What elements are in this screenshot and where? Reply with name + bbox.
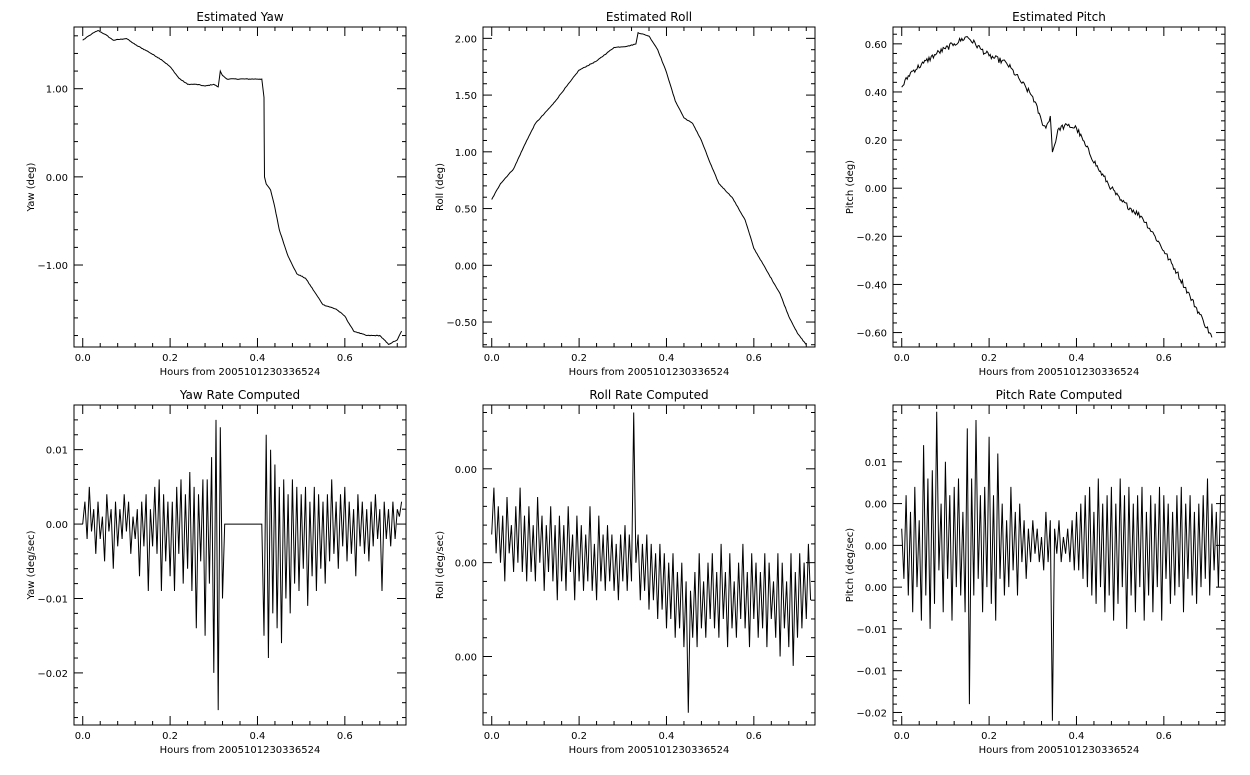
x-tick-label: 0.0 <box>75 731 91 742</box>
series-line <box>491 412 812 713</box>
x-tick-label: 0.6 <box>337 731 353 742</box>
x-tick-label: 0.4 <box>659 731 675 742</box>
y-tick-label: 0.00 <box>46 520 68 531</box>
chart-roll: Estimated Roll Hours from 200510123033652… <box>435 10 816 378</box>
y-tick-label: −0.01 <box>856 667 887 678</box>
y-tick-label: 0.00 <box>865 583 887 594</box>
x-tick-label: 0.2 <box>162 353 178 364</box>
x-axis-label: Hours from 2005101230336524 <box>569 367 730 378</box>
y-tick-label: 1.00 <box>46 85 68 96</box>
y-tick-label: −0.01 <box>37 594 68 605</box>
x-tick-label: 0.2 <box>981 731 997 742</box>
y-tick-label: 0.00 <box>455 652 477 663</box>
y-tick-label: 0.01 <box>46 446 68 457</box>
series-line <box>901 411 1222 721</box>
y-tick-label: 0.00 <box>46 173 68 184</box>
y-tick-label: 0.00 <box>455 559 477 570</box>
y-tick-label: 0.40 <box>865 88 887 99</box>
chart-title: Estimated Roll <box>606 10 692 24</box>
y-axis-label: Yaw (deg) <box>26 162 37 212</box>
x-tick-label: 0.4 <box>250 731 266 742</box>
chart-roll-rate: Roll Rate Computed Hours from 20051012303… <box>435 388 816 756</box>
chart-title: Yaw Rate Computed <box>179 388 300 402</box>
chart-title: Estimated Pitch <box>1012 10 1106 24</box>
x-axis-label: Hours from 2005101230336524 <box>160 745 321 756</box>
series-line <box>82 29 403 345</box>
y-tick-label: −0.60 <box>856 329 887 340</box>
x-tick-label: 0.4 <box>1069 731 1085 742</box>
y-tick-label: −0.40 <box>856 280 887 291</box>
x-tick-label: 0.4 <box>659 353 675 364</box>
y-tick-label: −0.20 <box>856 232 887 243</box>
chart-pitch: Estimated Pitch Hours from 20051012303365… <box>845 10 1226 378</box>
x-tick-label: 0.4 <box>1069 353 1085 364</box>
y-tick-label: −0.01 <box>856 625 887 636</box>
x-tick-label: 0.6 <box>746 731 762 742</box>
x-tick-label: 0.0 <box>484 353 500 364</box>
y-axis-label: Pitch (deg/sec) <box>845 528 856 603</box>
x-axis-label: Hours from 2005101230336524 <box>979 745 1140 756</box>
y-tick-label: −0.02 <box>856 708 887 719</box>
y-tick-label: 0.00 <box>455 261 477 272</box>
chart-title: Estimated Yaw <box>196 10 283 24</box>
chart-yaw-rate: Yaw Rate Computed Hours from 200510123033… <box>26 388 407 756</box>
y-tick-label: 0.50 <box>455 205 477 216</box>
y-tick-label: 0.60 <box>865 40 887 51</box>
y-tick-label: −0.02 <box>37 669 68 680</box>
y-tick-label: 0.01 <box>865 458 887 469</box>
y-tick-label: 0.20 <box>865 136 887 147</box>
y-tick-label: −0.50 <box>446 318 477 329</box>
y-axis-label: Pitch (deg) <box>845 160 856 214</box>
y-tick-label: 0.00 <box>455 465 477 476</box>
chart-pitch-rate: Pitch Rate Computed Hours from 2005101230… <box>845 388 1226 756</box>
y-axis-label: Roll (deg/sec) <box>435 531 446 599</box>
x-tick-label: 0.2 <box>981 353 997 364</box>
series-line <box>901 36 1213 338</box>
x-tick-label: 0.0 <box>484 731 500 742</box>
x-tick-label: 0.2 <box>162 731 178 742</box>
chart-title: Pitch Rate Computed <box>996 388 1123 402</box>
x-tick-label: 0.2 <box>571 731 587 742</box>
x-tick-label: 0.0 <box>75 353 91 364</box>
y-tick-label: −1.00 <box>37 261 68 272</box>
chart-title: Roll Rate Computed <box>589 388 708 402</box>
x-tick-label: 0.2 <box>571 353 587 364</box>
x-tick-label: 0.0 <box>894 731 910 742</box>
series-line <box>491 31 807 346</box>
y-axis-label: Roll (deg) <box>435 163 446 211</box>
y-tick-label: 0.00 <box>865 184 887 195</box>
x-tick-label: 0.6 <box>746 353 762 364</box>
y-axis-label: Yaw (deg/sec) <box>26 530 37 600</box>
y-tick-label: 1.00 <box>455 148 477 159</box>
series-line <box>82 419 403 711</box>
y-tick-label: 0.00 <box>865 541 887 552</box>
x-tick-label: 0.4 <box>250 353 266 364</box>
x-tick-label: 0.0 <box>894 353 910 364</box>
y-tick-label: 0.00 <box>865 500 887 511</box>
x-tick-label: 0.6 <box>1156 353 1172 364</box>
x-tick-label: 0.6 <box>337 353 353 364</box>
y-tick-label: 2.00 <box>455 34 477 45</box>
x-tick-label: 0.6 <box>1156 731 1172 742</box>
y-tick-label: 1.50 <box>455 91 477 102</box>
chart-yaw: Estimated Yaw Hours from 2005101230336524… <box>26 10 407 378</box>
x-axis-label: Hours from 2005101230336524 <box>569 745 730 756</box>
x-axis-label: Hours from 2005101230336524 <box>160 367 321 378</box>
x-axis-label: Hours from 2005101230336524 <box>979 367 1140 378</box>
